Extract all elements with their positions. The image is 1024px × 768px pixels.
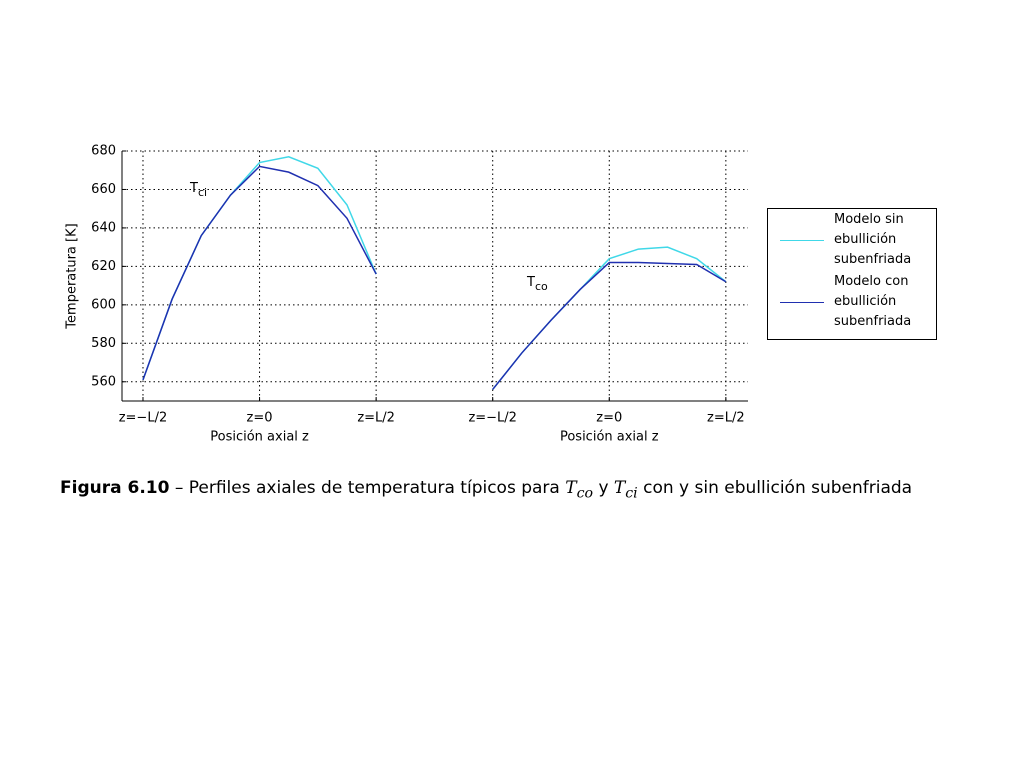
x-tick-label: z=−L/2: [119, 411, 168, 426]
x-tick-label: z=−L/2: [468, 411, 517, 426]
legend-swatch: [780, 301, 824, 303]
annotation: Tco: [526, 275, 548, 294]
y-tick-label: 680: [91, 144, 116, 159]
x-tick-label: z=L/2: [707, 411, 745, 426]
y-tick-label: 600: [91, 297, 116, 312]
legend-label: Modelo sin ebullición subenfriada: [834, 212, 912, 267]
legend: Modelo sin ebullición subenfriada Modelo …: [767, 208, 937, 340]
x-axis-label: Posición axial z: [210, 430, 309, 445]
legend-item: Modelo sin ebullición subenfriada: [768, 209, 936, 271]
x-tick-label: z=L/2: [357, 411, 395, 426]
legend-label: Modelo con ebullición subenfriada: [834, 274, 912, 329]
legend-item: Modelo con ebullición subenfriada: [768, 271, 936, 333]
legend-swatch: [780, 239, 824, 241]
line-series: [492, 261, 727, 390]
caption-text: y: [598, 478, 609, 498]
x-axis-label: Posición axial z: [560, 430, 659, 445]
x-tick-label: z=0: [596, 411, 622, 426]
annotation: Tci: [189, 181, 207, 200]
x-tick-label: z=0: [247, 411, 273, 426]
y-tick-label: 560: [91, 374, 116, 389]
y-tick-label: 580: [91, 336, 116, 351]
caption-subscript: ci: [625, 485, 638, 502]
y-tick-label: 640: [91, 220, 116, 235]
caption-symbol: T: [613, 478, 626, 498]
caption-text: con y sin ebullición subenfriada: [643, 478, 913, 498]
caption-symbol: T: [565, 478, 577, 498]
y-axis-label: Temperatura [K]: [65, 223, 80, 329]
y-tick-label: 620: [91, 259, 116, 274]
caption-subscript: co: [576, 485, 594, 502]
caption-label: Figura 6.10: [60, 478, 170, 498]
line-series: [142, 165, 377, 381]
caption: Figura 6.10 – Perfiles axiales de temper…: [60, 478, 912, 501]
y-tick-label: 660: [91, 182, 116, 197]
caption-text: – Perfiles axiales de temperatura típico…: [174, 478, 560, 498]
